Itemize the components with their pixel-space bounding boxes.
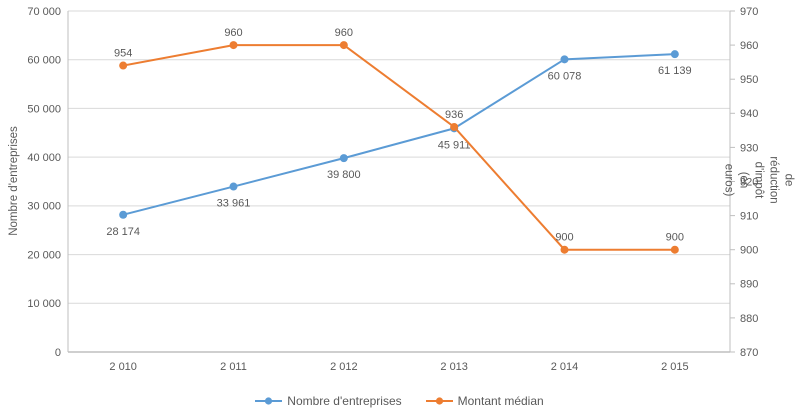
data-point [339, 154, 348, 163]
y-axis-right-tick-label: 900 [740, 245, 758, 257]
y-axis-left-tick-label: 20 000 [27, 249, 61, 261]
series-line [122, 44, 675, 251]
right-axis-title-line1: Montant médian de réduction d'impôt (en [737, 156, 799, 204]
data-point [670, 245, 679, 254]
legend-line-marker-icon [425, 397, 453, 405]
legend-label: Montant médian [457, 394, 544, 408]
data-label: 900 [555, 232, 573, 244]
data-label: 61 139 [658, 65, 692, 77]
data-label: 960 [335, 27, 353, 39]
y-axis-right-tick-label: 890 [740, 279, 758, 291]
x-axis-tick-label: 2 014 [551, 361, 579, 373]
y-axis-right-tick-label: 940 [740, 108, 758, 120]
x-axis-tick-label: 2 010 [109, 361, 137, 373]
left-axis-title: Nombre d'entreprises [8, 126, 20, 236]
legend-label: Nombre d'entreprises [287, 394, 402, 408]
legend: Nombre d'entreprises Montant médian [0, 391, 799, 411]
x-axis-tick-label: 2 011 [220, 361, 247, 373]
data-label: 60 078 [548, 70, 582, 82]
y-axis-right-tick-label: 950 [740, 74, 758, 86]
data-point [560, 245, 569, 254]
data-label: 45 911 [438, 139, 471, 151]
right-axis-title-line2: euros) [722, 163, 735, 197]
y-axis-left-tick-label: 30 000 [27, 201, 61, 213]
y-axis-right-tick-label: 920 [740, 176, 758, 188]
series-line [122, 53, 675, 216]
y-axis-right-tick-label: 930 [740, 142, 758, 154]
y-axis-left-tick-label: 40 000 [27, 152, 61, 164]
data-point [119, 210, 128, 219]
legend-item-nombre-entreprises: Nombre d'entreprises [255, 394, 402, 408]
data-point [229, 41, 238, 50]
y-axis-right-tick-label: 870 [740, 347, 758, 359]
y-axis-right-tick-label: 960 [740, 40, 758, 52]
right-axis-title: Montant médian de réduction d'impôt (en … [721, 156, 799, 203]
legend-item-montant-median: Montant médian [425, 394, 544, 408]
data-label: 900 [666, 232, 684, 244]
data-label: 960 [224, 27, 242, 39]
data-label: 954 [114, 48, 132, 60]
legend-line-marker-icon [255, 397, 283, 405]
y-axis-left-tick-label: 10 000 [27, 298, 61, 310]
data-label: 936 [445, 109, 463, 121]
y-axis-left-tick-label: 70 000 [27, 6, 61, 18]
data-label: 28 174 [106, 226, 140, 238]
y-axis-left-tick-label: 60 000 [27, 55, 61, 67]
x-axis-tick-label: 2 013 [440, 361, 468, 373]
x-axis-tick-label: 2 012 [330, 361, 358, 373]
data-label: 33 961 [217, 198, 251, 210]
y-axis-right-tick-label: 970 [740, 6, 758, 18]
y-axis-left-tick-label: 0 [55, 347, 61, 359]
data-point [670, 50, 679, 59]
data-point [339, 41, 348, 50]
data-point [450, 122, 459, 131]
data-point [229, 182, 238, 191]
y-axis-right-tick-label: 880 [740, 313, 758, 325]
data-label: 39 800 [327, 169, 361, 181]
x-axis-tick-label: 2 015 [661, 361, 689, 373]
y-axis-right-tick-label: 910 [740, 210, 758, 222]
data-point [119, 61, 128, 70]
y-axis-left-tick-label: 50 000 [27, 103, 61, 115]
data-point [560, 55, 569, 64]
